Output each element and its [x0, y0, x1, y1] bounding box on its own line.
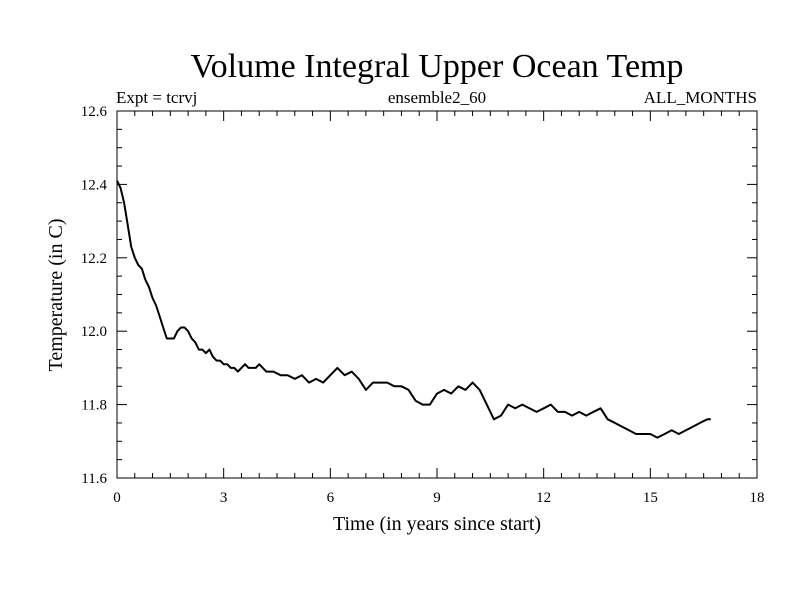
y-tick-label: 12.4	[81, 177, 108, 193]
y-tick-labels: 11.6 11.8 12.0 12.2 12.4 12.6	[81, 104, 108, 487]
axis-ticks	[116, 110, 758, 479]
y-tick-label: 11.6	[81, 471, 107, 487]
y-tick-label: 12.2	[81, 251, 107, 267]
plot-frame	[116, 110, 758, 479]
subtitle-ensemble: ensemble2_60	[388, 88, 486, 107]
y-axis-label: Temperature (in C)	[45, 219, 67, 372]
y-tick-label: 11.8	[81, 398, 107, 414]
x-tick-label: 15	[643, 490, 658, 506]
x-axis-label: Time (in years since start)	[333, 513, 541, 535]
x-tick-label: 0	[113, 490, 121, 506]
y-tick-label: 12.6	[81, 104, 108, 120]
x-tick-labels: 0 3 6 9 12 15 18	[113, 490, 764, 506]
y-tick-label: 12.0	[81, 324, 107, 340]
x-tick-label: 18	[750, 490, 765, 506]
chart-title: Volume Integral Upper Ocean Temp	[191, 48, 684, 85]
x-tick-label: 6	[327, 490, 335, 506]
x-tick-label: 12	[536, 490, 551, 506]
x-tick-label: 3	[220, 490, 228, 506]
x-tick-label: 9	[433, 490, 441, 506]
series-line-temperature	[116, 180, 711, 439]
subtitle-experiment: Expt = tcrvj	[116, 88, 197, 107]
subtitle-months: ALL_MONTHS	[644, 88, 757, 107]
